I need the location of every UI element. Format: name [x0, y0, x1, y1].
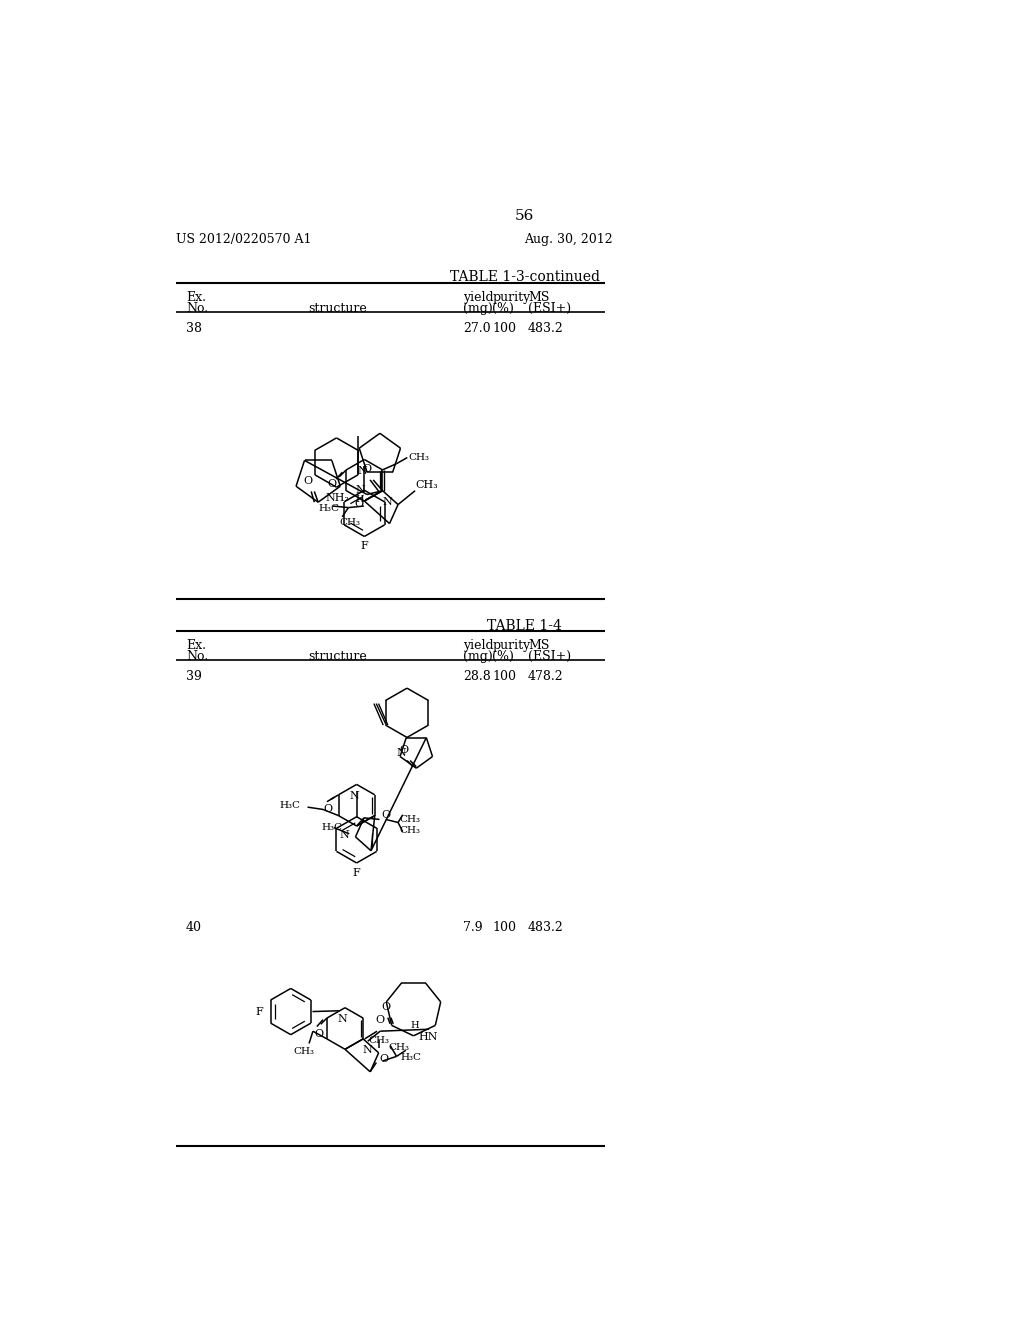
Text: No.: No. — [186, 302, 208, 314]
Text: CH₃: CH₃ — [416, 479, 438, 490]
Text: 100: 100 — [493, 669, 516, 682]
Text: (mg): (mg) — [463, 302, 493, 314]
Text: CH₃: CH₃ — [369, 1036, 389, 1045]
Text: US 2012/0220570 A1: US 2012/0220570 A1 — [176, 234, 311, 246]
Text: TABLE 1-4: TABLE 1-4 — [487, 619, 562, 632]
Text: purity: purity — [493, 290, 530, 304]
Text: H: H — [411, 1020, 420, 1030]
Text: H₃C: H₃C — [318, 504, 340, 512]
Text: O: O — [324, 804, 332, 813]
Text: Ex.: Ex. — [186, 639, 206, 652]
Text: Aug. 30, 2012: Aug. 30, 2012 — [523, 234, 612, 246]
Text: H₃C: H₃C — [280, 801, 301, 810]
Text: (%): (%) — [493, 649, 514, 663]
Text: (ESI+): (ESI+) — [528, 302, 571, 314]
Text: O: O — [381, 809, 390, 820]
Text: 478.2: 478.2 — [528, 669, 563, 682]
Text: N: N — [396, 747, 407, 758]
Text: 39: 39 — [186, 669, 202, 682]
Text: 27.0: 27.0 — [463, 322, 490, 335]
Text: TABLE 1-3-continued: TABLE 1-3-continued — [450, 271, 600, 284]
Text: H₃C: H₃C — [400, 1052, 422, 1061]
Text: N: N — [338, 1014, 347, 1024]
Text: (%): (%) — [493, 302, 514, 314]
Text: O: O — [354, 499, 364, 508]
Text: (mg): (mg) — [463, 649, 493, 663]
Text: CH₃: CH₃ — [399, 826, 421, 836]
Text: structure: structure — [308, 649, 367, 663]
Text: N: N — [357, 466, 367, 475]
Text: 100: 100 — [493, 921, 516, 933]
Text: 7.9: 7.9 — [463, 921, 482, 933]
Text: CH₃: CH₃ — [339, 519, 360, 528]
Text: structure: structure — [308, 302, 367, 314]
Text: CH₃: CH₃ — [389, 1043, 410, 1052]
Text: N: N — [362, 1045, 373, 1056]
Text: N: N — [340, 829, 349, 840]
Text: F: F — [255, 1007, 263, 1016]
Text: 28.8: 28.8 — [463, 669, 490, 682]
Text: O: O — [399, 744, 409, 755]
Text: H: H — [355, 495, 364, 504]
Text: H₃C: H₃C — [322, 822, 342, 832]
Text: yield: yield — [463, 639, 494, 652]
Text: (ESI+): (ESI+) — [528, 649, 571, 663]
Text: O: O — [328, 479, 337, 490]
Text: CH₃: CH₃ — [294, 1047, 314, 1056]
Text: 40: 40 — [186, 921, 202, 933]
Text: 100: 100 — [493, 322, 516, 335]
Text: N: N — [349, 791, 359, 800]
Text: N: N — [382, 498, 392, 507]
Text: 38: 38 — [186, 322, 202, 335]
Text: Ex.: Ex. — [186, 290, 206, 304]
Text: CH₃: CH₃ — [409, 453, 430, 462]
Text: NH₂: NH₂ — [326, 492, 350, 503]
Text: O: O — [362, 465, 372, 474]
Text: 483.2: 483.2 — [528, 322, 563, 335]
Text: F: F — [360, 541, 369, 550]
Text: O: O — [380, 1055, 388, 1064]
Text: yield: yield — [463, 290, 494, 304]
Text: O: O — [382, 1002, 391, 1012]
Text: No.: No. — [186, 649, 208, 663]
Text: CH₃: CH₃ — [399, 814, 421, 824]
Text: N: N — [356, 484, 366, 495]
Text: O: O — [303, 475, 312, 486]
Text: O: O — [314, 1028, 324, 1039]
Text: 56: 56 — [515, 209, 535, 223]
Text: MS: MS — [528, 290, 549, 304]
Text: HN: HN — [418, 1031, 437, 1041]
Text: O: O — [376, 1015, 385, 1026]
Text: purity: purity — [493, 639, 530, 652]
Text: F: F — [352, 867, 360, 878]
Text: MS: MS — [528, 639, 549, 652]
Text: 483.2: 483.2 — [528, 921, 563, 933]
